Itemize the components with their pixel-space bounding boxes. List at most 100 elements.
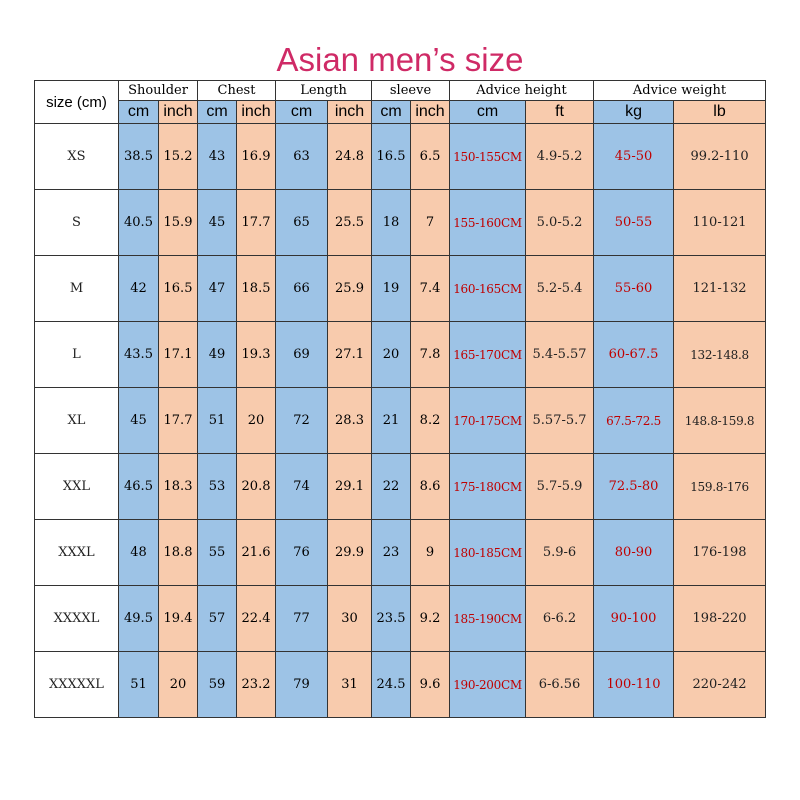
cell-height-cm: 170-175CM: [449, 387, 527, 454]
cell-shoulder-inch: 20: [158, 651, 198, 718]
cell-height-ft: 5.4-5.57: [525, 321, 595, 388]
cell-chest-cm: 49: [197, 321, 237, 388]
cell-sleeve-inch: 6.5: [410, 123, 451, 190]
group-header-row: size (cm) Shoulder Chest Length sleeve A…: [34, 80, 767, 124]
cell-length-inch: 31: [327, 651, 373, 718]
size-label: L: [34, 321, 119, 388]
table-row: S 40.5 15.9 45 17.7 65 25.5 18 7 155-160CM 5.0-5.2…: [34, 189, 767, 256]
cell-shoulder-cm: 49.5: [118, 585, 159, 652]
cell-weight-lb: 159.8-176: [673, 453, 767, 520]
unit-header: inch: [158, 100, 198, 124]
cell-weight-lb: 121-132: [673, 255, 767, 322]
cell-shoulder-cm: 42: [118, 255, 159, 322]
cell-chest-cm: 53: [197, 453, 237, 520]
cell-weight-lb: 148.8-159.8: [673, 387, 767, 454]
cell-length-cm: 72: [275, 387, 329, 454]
cell-weight-lb: 176-198: [673, 519, 767, 586]
cell-length-cm: 66: [275, 255, 329, 322]
cell-length-cm: 79: [275, 651, 329, 718]
unit-header: inch: [327, 100, 373, 124]
cell-shoulder-cm: 40.5: [118, 189, 159, 256]
cell-chest-inch: 20: [235, 387, 277, 454]
cell-chest-cm: 43: [197, 123, 237, 190]
cell-sleeve-inch: 7.4: [410, 255, 451, 322]
cell-weight-kg: 67.5-72.5: [593, 387, 675, 454]
cell-sleeve-cm: 20: [371, 321, 412, 388]
cell-shoulder-inch: 15.2: [158, 123, 198, 190]
cell-chest-cm: 55: [197, 519, 237, 586]
cell-height-ft: 5.57-5.7: [525, 387, 595, 454]
size-label: XL: [34, 387, 119, 454]
cell-height-cm: 175-180CM: [449, 453, 527, 520]
unit-header-row: cm inch cm inch cm inch cm inch cm ft kg…: [35, 100, 767, 124]
cell-length-inch: 25.9: [327, 255, 373, 322]
size-label: S: [34, 189, 119, 256]
cell-sleeve-cm: 16.5: [371, 123, 412, 190]
size-column-header: size (cm): [34, 80, 119, 124]
cell-sleeve-inch: 9.2: [410, 585, 451, 652]
unit-header: lb: [673, 100, 767, 124]
cell-length-inch: 29.1: [327, 453, 373, 520]
cell-weight-kg: 55-60: [593, 255, 675, 322]
cell-weight-kg: 50-55: [593, 189, 675, 256]
cell-sleeve-cm: 23.5: [371, 585, 412, 652]
table-row: XXXL 48 18.8 55 21.6 76 29.9 23 9 180-185CM 5.9-6 8…: [34, 519, 767, 586]
unit-header: cm: [118, 100, 159, 124]
cell-sleeve-cm: 21: [371, 387, 412, 454]
cell-sleeve-inch: 9: [410, 519, 451, 586]
cell-sleeve-inch: 8.2: [410, 387, 451, 454]
cell-height-cm: 165-170CM: [449, 321, 527, 388]
cell-length-inch: 27.1: [327, 321, 373, 388]
cell-shoulder-cm: 46.5: [118, 453, 159, 520]
cell-shoulder-inch: 18.8: [158, 519, 198, 586]
size-label: XXL: [34, 453, 119, 520]
size-label: XXXXL: [34, 585, 119, 652]
cell-length-cm: 69: [275, 321, 329, 388]
cell-height-ft: 5.2-5.4: [525, 255, 595, 322]
unit-header: inch: [235, 100, 277, 124]
cell-chest-cm: 45: [197, 189, 237, 256]
table-row: XL 45 17.7 51 20 72 28.3 21 8.2 170-175CM 5.57-5.7…: [34, 387, 767, 454]
group-header-advice-height: Advice height: [449, 80, 595, 101]
table-row: XXXXXL 51 20 59 23.2 79 31 24.5 9.6 190-200CM 6-6.…: [34, 651, 767, 718]
cell-shoulder-cm: 38.5: [118, 123, 159, 190]
cell-chest-cm: 47: [197, 255, 237, 322]
cell-length-inch: 24.8: [327, 123, 373, 190]
group-header-length: Length: [275, 80, 373, 101]
cell-height-cm: 150-155CM: [449, 123, 527, 190]
group-header-shoulder: Shoulder: [118, 80, 198, 101]
unit-header: kg: [593, 100, 675, 124]
cell-shoulder-inch: 18.3: [158, 453, 198, 520]
cell-sleeve-inch: 7: [410, 189, 451, 256]
cell-height-cm: 190-200CM: [449, 651, 527, 718]
cell-weight-lb: 99.2-110: [673, 123, 767, 190]
table-row: XXL 46.5 18.3 53 20.8 74 29.1 22 8.6 175-180CM 5.7…: [34, 453, 767, 520]
cell-shoulder-cm: 43.5: [118, 321, 159, 388]
cell-length-inch: 28.3: [327, 387, 373, 454]
cell-chest-cm: 57: [197, 585, 237, 652]
cell-length-cm: 77: [275, 585, 329, 652]
cell-chest-inch: 23.2: [235, 651, 277, 718]
cell-chest-inch: 17.7: [235, 189, 277, 256]
cell-height-ft: 6-6.56: [525, 651, 595, 718]
size-label: XS: [34, 123, 119, 190]
cell-height-ft: 5.9-6: [525, 519, 595, 586]
cell-shoulder-cm: 51: [118, 651, 159, 718]
cell-height-ft: 5.0-5.2: [525, 189, 595, 256]
cell-shoulder-cm: 45: [118, 387, 159, 454]
cell-length-cm: 76: [275, 519, 329, 586]
cell-sleeve-inch: 9.6: [410, 651, 451, 718]
cell-chest-cm: 59: [197, 651, 237, 718]
size-label: XXXL: [34, 519, 119, 586]
cell-shoulder-inch: 17.1: [158, 321, 198, 388]
group-header-advice-weight: Advice weight: [593, 80, 767, 101]
cell-chest-inch: 22.4: [235, 585, 277, 652]
cell-length-cm: 74: [275, 453, 329, 520]
cell-height-cm: 160-165CM: [449, 255, 527, 322]
cell-shoulder-inch: 19.4: [158, 585, 198, 652]
cell-weight-lb: 132-148.8: [673, 321, 767, 388]
cell-weight-lb: 198-220: [673, 585, 767, 652]
cell-weight-kg: 72.5-80: [593, 453, 675, 520]
table-row: M 42 16.5 47 18.5 66 25.9 19 7.4 160-165CM 5.2-5.4…: [34, 255, 767, 322]
cell-chest-inch: 16.9: [235, 123, 277, 190]
